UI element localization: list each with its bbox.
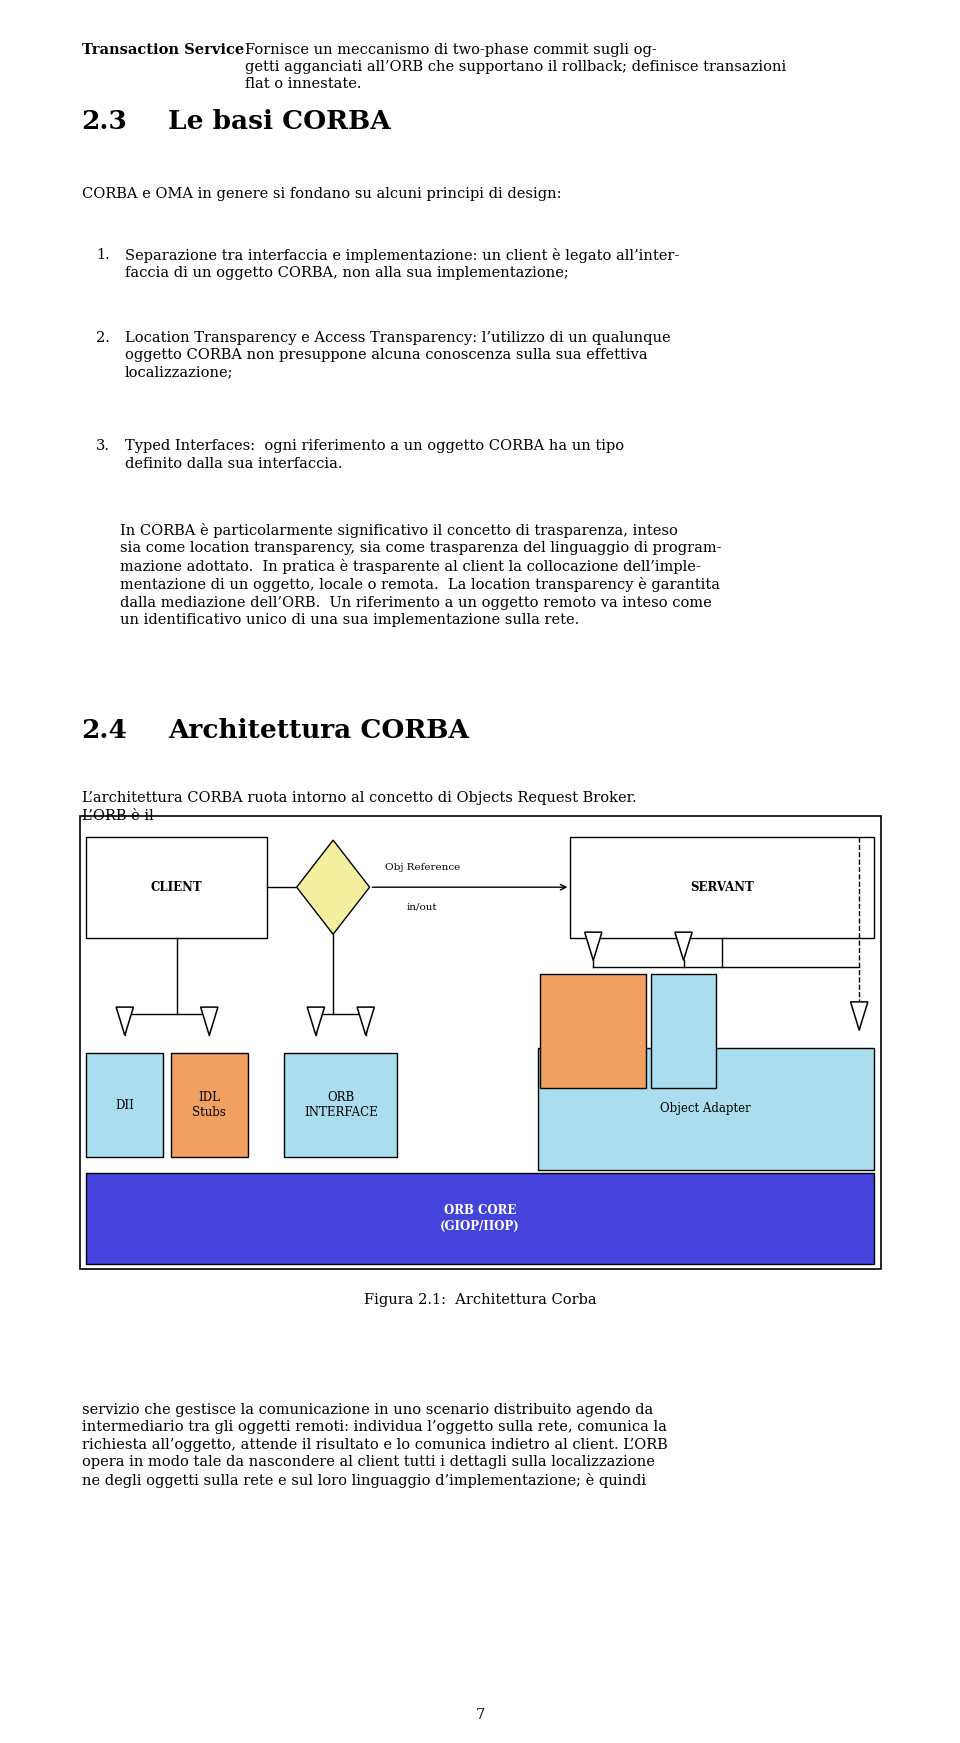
Text: 2.4: 2.4 (82, 718, 128, 743)
Polygon shape (357, 1007, 374, 1035)
Text: DSI: DSI (672, 1025, 695, 1037)
Text: CLIENT: CLIENT (151, 880, 203, 894)
Text: Architettura CORBA: Architettura CORBA (168, 718, 469, 743)
FancyBboxPatch shape (284, 1053, 397, 1157)
Polygon shape (201, 1007, 218, 1035)
Text: 3.: 3. (96, 439, 110, 453)
Text: servizio che gestisce la comunicazione in uno scenario distribuito agendo da
int: servizio che gestisce la comunicazione i… (82, 1403, 667, 1487)
FancyBboxPatch shape (80, 816, 881, 1269)
Text: Object Adapter: Object Adapter (660, 1102, 751, 1116)
Polygon shape (851, 1002, 868, 1030)
Text: in/out: in/out (407, 903, 438, 912)
Text: Fornisce un meccanismo di two-phase commit sugli og-
getti agganciati all’ORB ch: Fornisce un meccanismo di two-phase comm… (245, 42, 786, 91)
Text: CORBA e OMA in genere si fondano su alcuni principi di design:: CORBA e OMA in genere si fondano su alcu… (82, 187, 561, 200)
FancyBboxPatch shape (538, 1048, 874, 1170)
Text: SERVANT: SERVANT (690, 880, 754, 894)
Text: 2.3: 2.3 (82, 110, 128, 134)
Text: Figura 2.1:  Architettura Corba: Figura 2.1: Architettura Corba (364, 1293, 596, 1307)
Text: DII: DII (115, 1098, 134, 1112)
Polygon shape (675, 933, 692, 960)
Polygon shape (307, 1007, 324, 1035)
FancyBboxPatch shape (570, 837, 874, 938)
Text: Location Transparency e Access Transparency: l’utilizzo di un qualunque
oggetto : Location Transparency e Access Transpare… (125, 331, 670, 380)
Polygon shape (116, 1007, 133, 1035)
FancyBboxPatch shape (86, 1173, 874, 1264)
Text: In CORBA è particolarmente significativo il concetto di trasparenza, inteso
sia : In CORBA è particolarmente significativo… (120, 523, 722, 627)
Polygon shape (585, 933, 602, 960)
FancyBboxPatch shape (86, 837, 267, 938)
Text: 1.: 1. (96, 248, 109, 261)
Text: Separazione tra interfaccia e implementazione: un client è legato all’inter-
fac: Separazione tra interfaccia e implementa… (125, 248, 679, 281)
Text: 2.: 2. (96, 331, 109, 345)
Text: 7: 7 (475, 1708, 485, 1722)
Text: IDL
Stubs: IDL Stubs (192, 1091, 227, 1119)
Text: ORB CORE
(GIOP/IIOP): ORB CORE (GIOP/IIOP) (440, 1204, 520, 1232)
Text: L’architettura CORBA ruota intorno al concetto di Objects Request Broker.
L’ORB : L’architettura CORBA ruota intorno al co… (82, 791, 636, 823)
Text: Le basi CORBA: Le basi CORBA (168, 110, 391, 134)
Text: Obj Reference: Obj Reference (385, 863, 460, 872)
FancyBboxPatch shape (651, 974, 716, 1088)
Text: Typed Interfaces:  ogni riferimento a un oggetto CORBA ha un tipo
definito dalla: Typed Interfaces: ogni riferimento a un … (125, 439, 624, 471)
Polygon shape (297, 840, 370, 934)
FancyBboxPatch shape (86, 1053, 163, 1157)
FancyBboxPatch shape (171, 1053, 248, 1157)
Text: IDL
Skeleleton: IDL Skeleleton (562, 1016, 625, 1046)
Text: Transaction Service: Transaction Service (82, 42, 244, 58)
FancyBboxPatch shape (540, 974, 646, 1088)
Text: ORB
INTERFACE: ORB INTERFACE (304, 1091, 377, 1119)
